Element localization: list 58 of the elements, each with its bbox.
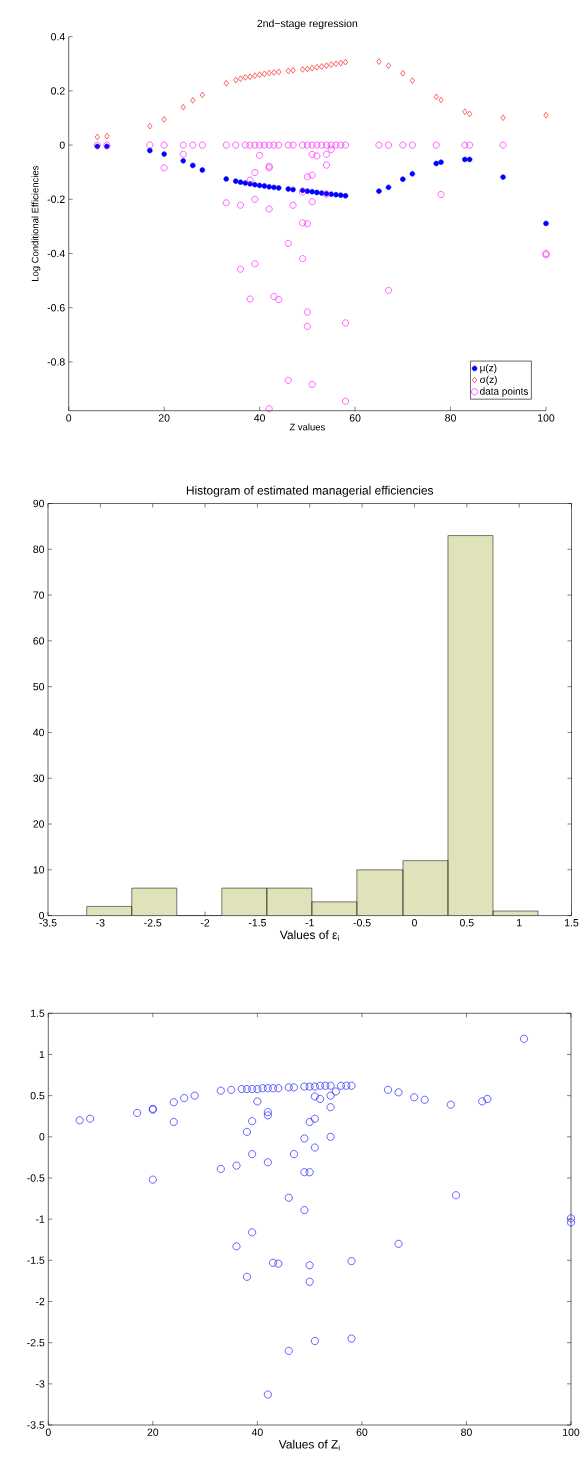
legend-label: σ(z) <box>480 375 497 386</box>
x-tick-label: -3 <box>96 919 105 927</box>
x-tick-label: -2 <box>200 919 210 927</box>
y-tick-label: -3 <box>35 1380 45 1388</box>
y-tick-label: 0 <box>59 141 65 149</box>
x-tick-label: 0 <box>411 919 417 927</box>
chart-title: 2nd−stage regression <box>257 19 358 30</box>
x-tick-label: -2.5 <box>144 919 162 927</box>
x-tick-label: 1.5 <box>565 919 579 927</box>
y-tick-label: 30 <box>33 774 45 782</box>
x-tick-label: 1 <box>517 919 522 927</box>
y-tick-label: -1 <box>35 1215 45 1223</box>
y-axis-title: Log Conditional Efficiencies <box>31 165 41 281</box>
x-tick-label: 20 <box>147 1428 159 1436</box>
y-tick-label: -0.8 <box>47 358 65 366</box>
x-tick-label: 40 <box>251 1428 263 1436</box>
x-axis-title: Values of ε$_{i}$ <box>279 930 339 941</box>
chart-title: Histogram of estimated managerial efficiencies <box>186 485 434 497</box>
legend-label: μ(z) <box>480 364 497 374</box>
y-tick-label: -3.5 <box>27 1421 45 1429</box>
x-tick-label: 60 <box>356 1428 368 1436</box>
x-tick-label: 100 <box>538 414 555 422</box>
legend-label: data points <box>480 387 529 397</box>
y-tick-label: -1.5 <box>27 1256 45 1264</box>
y-tick-label: -0.2 <box>47 195 65 203</box>
y-tick-label: 80 <box>33 545 45 553</box>
x-tick-label: 60 <box>349 414 361 422</box>
y-tick-label: 0 <box>39 1133 45 1141</box>
y-tick-label: 0.2 <box>51 87 65 95</box>
y-tick-label: 0 <box>39 911 45 920</box>
x-tick-label: -1.5 <box>248 919 266 927</box>
x-axis-title: Z values <box>289 423 325 431</box>
y-tick-label: 1 <box>39 1050 45 1059</box>
x-tick-label: 100 <box>563 1428 580 1436</box>
y-tick-label: -0.4 <box>47 249 65 258</box>
y-tick-label: 0.5 <box>30 1091 45 1100</box>
x-tick-label: 20 <box>158 414 170 422</box>
y-tick-label: 0.4 <box>51 32 65 41</box>
x-tick-label: -1 <box>305 919 314 927</box>
y-tick-label: -0.5 <box>27 1174 45 1182</box>
y-tick-label: 20 <box>33 820 45 828</box>
y-tick-label: 40 <box>33 728 45 737</box>
x-tick-label: 0 <box>66 414 72 422</box>
y-tick-label: -0.6 <box>47 304 65 312</box>
y-tick-label: 60 <box>33 637 45 645</box>
x-tick-label: -0.5 <box>353 919 371 927</box>
y-tick-label: -2.5 <box>27 1338 45 1347</box>
x-tick-label: 80 <box>461 1428 472 1436</box>
y-tick-label: 70 <box>33 591 45 599</box>
x-tick-label: 0.5 <box>459 919 474 927</box>
y-tick-label: 50 <box>33 682 45 691</box>
x-tick-label: 40 <box>254 414 266 422</box>
y-tick-label: 10 <box>33 866 45 874</box>
x-tick-label: 80 <box>445 414 456 422</box>
y-tick-label: 90 <box>33 499 45 508</box>
x-axis-title: Values of Z$_{i}$ <box>278 1439 340 1451</box>
y-tick-label: 1.5 <box>31 1009 45 1017</box>
y-tick-label: -2 <box>35 1297 45 1306</box>
